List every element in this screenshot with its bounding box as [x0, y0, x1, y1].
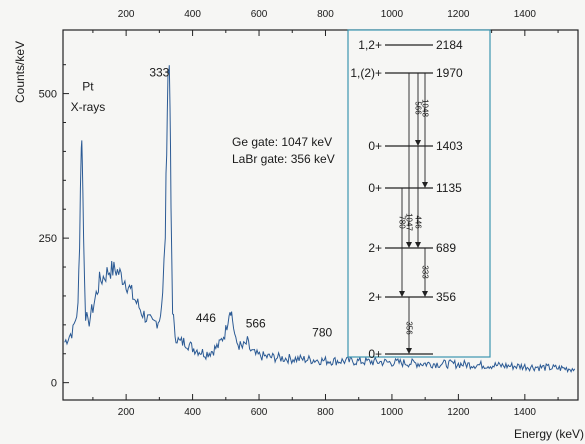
x-tick-label: 1200 [447, 407, 470, 418]
transition-arrowhead [399, 291, 405, 297]
transition-label: 1047 [405, 213, 414, 231]
level-energy: 1135 [436, 181, 462, 195]
transition-arrowhead [422, 291, 428, 297]
top-tick-label: 1200 [447, 9, 470, 20]
transition-arrowhead [422, 182, 428, 188]
top-tick-label: 800 [317, 9, 334, 20]
transition-arrowhead [415, 242, 421, 248]
top-tick-label: 200 [118, 9, 135, 20]
peak-label: 780 [312, 325, 332, 339]
level-energy: 1403 [436, 139, 463, 153]
transition-label: 1048 [421, 99, 430, 117]
peak-label: 446 [196, 311, 216, 325]
peak-label: X-rays [71, 100, 106, 114]
x-tick-label: 1400 [514, 407, 537, 418]
spectrum-line [64, 65, 576, 374]
transition-arrowhead [415, 140, 421, 146]
top-tick-label: 600 [251, 9, 268, 20]
transition-arrowhead [406, 242, 412, 248]
level-spin: 0+ [368, 139, 382, 153]
x-tick-label: 200 [118, 407, 135, 418]
transition-label: 333 [421, 265, 430, 279]
y-tick-label: 0 [51, 378, 57, 390]
level-spin: 1,(2)+ [350, 66, 382, 80]
left-axis-ticks: 0 250 500 [39, 64, 69, 390]
transition-label: 780 [398, 215, 407, 229]
level-spin: 2+ [368, 241, 382, 255]
transition-arrowhead [406, 348, 412, 354]
x-axis-label: Energy (keV) [514, 427, 584, 441]
y-axis-label: Counts/keV [13, 41, 27, 103]
transition-label: 446 [414, 215, 423, 229]
transition-label: 356 [405, 321, 414, 335]
peak-label: 566 [246, 317, 266, 331]
level-energy: 1970 [436, 66, 463, 80]
level-energy: 2184 [436, 38, 463, 52]
y-tick-label: 500 [39, 89, 57, 101]
level-energy: 356 [436, 290, 456, 304]
level-spin: 0+ [368, 347, 382, 361]
x-tick-label: 400 [184, 407, 201, 418]
plot-frame [62, 29, 579, 401]
top-tick-label: 1400 [514, 9, 537, 20]
level-lines: 1,2+ 2184 1,(2)+ 1970 0+ 1403 0+ 1135 2+ 689 2+ 356… [350, 38, 463, 361]
gate-text-ge: Ge gate: 1047 keV [232, 135, 332, 149]
transition-label: 566 [414, 101, 423, 115]
peak-labels: Pt X-rays 333 446 566 780 [71, 65, 333, 339]
bottom-axis-ticks: 200 400 600 800 1000 1200 1400 [92, 394, 559, 418]
level-scheme-inset: 1,2+ 2184 1,(2)+ 1970 0+ 1403 0+ 1135 2+ 689 2+ 356… [347, 29, 491, 361]
peak-label: Pt [82, 80, 94, 94]
x-tick-label: 800 [317, 407, 334, 418]
peak-label: 333 [149, 65, 169, 79]
level-spin: 0+ [368, 181, 382, 195]
x-tick-label: 600 [251, 407, 268, 418]
x-tick-label: 1000 [381, 407, 404, 418]
level-energy: 689 [436, 241, 456, 255]
level-spin: 1,2+ [358, 38, 382, 52]
level-scheme-frame [347, 29, 491, 358]
y-tick-label: 250 [39, 233, 57, 245]
level-spin: 2+ [368, 290, 382, 304]
top-tick-label: 1000 [381, 9, 404, 20]
gate-text-labr: LaBr gate: 356 keV [232, 152, 335, 166]
top-tick-label: 400 [184, 9, 201, 20]
